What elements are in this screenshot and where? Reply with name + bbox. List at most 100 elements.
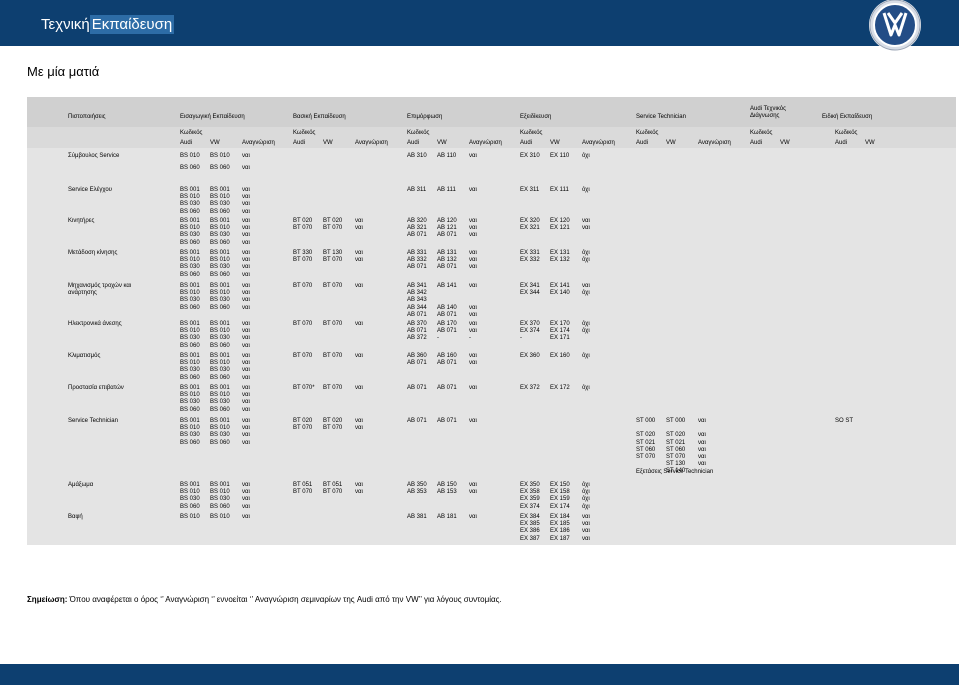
subheader-audi: Audi (835, 140, 848, 146)
subheader-vw: VW (865, 140, 875, 146)
cell-intro-audi: BS 001 BS 010 BS 030 BS 060 (180, 187, 200, 215)
cell-intro-recognition: ναι ναι ναι ναι (242, 283, 250, 311)
cell-intro-recognition: ναι ναι ναι ναι (242, 482, 250, 510)
cell-intro-vw: BS 001 BS 010 BS 030 BS 060 (210, 218, 230, 246)
row-label: Μετάδοση κίνησης (68, 250, 118, 256)
cell-spec-recognition: όχι (582, 153, 590, 159)
col-header-introductory: Εισαγωγική Εκπαίδευση (180, 114, 245, 120)
cell-st-audi: ST 000 ST 020 ST 021 ST 060 ST 070 (636, 418, 656, 461)
cell-intro-vw: BS 060 (210, 165, 230, 171)
cell-intro-recognition: ναι (242, 153, 250, 159)
cell-intro-audi: BS 001 BS 010 BS 030 BS 060 (180, 218, 200, 246)
col-header-further: Επιμόρφωση (407, 114, 443, 120)
footnote-text: Όπου αναφέρεται ο όρος ‘’ Αναγνώριση ‘’ … (67, 595, 502, 604)
cell-further-audi: AB 311 (407, 187, 427, 193)
cell-further-vw: AB 071 (437, 418, 457, 424)
cell-spec-audi: EX 320 EX 321 (520, 218, 540, 232)
cell-further-vw: AB 170 AB 071 - (437, 321, 457, 342)
subheader-code: Κωδικός (293, 130, 316, 136)
row-label: Βαφή (68, 514, 83, 520)
cell-further-recognition: ναι ναι ναι (469, 250, 477, 271)
row-label: Προστασία επιβατών (68, 385, 124, 391)
cell-spec-audi: EX 360 (520, 353, 540, 359)
cell-basic-vw: BT 070 (323, 385, 343, 391)
cell-basic-vw: BT 020 BT 070 (323, 418, 343, 432)
cell-intro-vw: BS 001 BS 010 BS 030 BS 060 (210, 385, 230, 413)
table-subheader-band (27, 127, 956, 148)
subheader-audi: Audi (750, 140, 763, 146)
cell-intro-vw: BS 010 (210, 153, 230, 159)
cell-intro-recognition: ναι ναι ναι ναι (242, 321, 250, 349)
cell-further-recognition: ναι ναι - (469, 321, 477, 342)
cell-intro-vw: BS 010 (210, 514, 230, 520)
subheader-audi: Audi (293, 140, 306, 146)
subheader-vw: VW (323, 140, 333, 146)
cell-basic-recognition: ναι ναι (355, 218, 363, 232)
cell-basic-audi: BT 070 (293, 353, 313, 359)
cell-intro-recognition: ναι ναι ναι ναι (242, 250, 250, 278)
cell-basic-vw: BT 070 (323, 283, 343, 289)
cell-st-note: Εξετάσεις Service Technician (636, 469, 714, 475)
cell-basic-audi: BT 330 BT 070 (293, 250, 313, 264)
cell-further-vw: AB 150 AB 153 (437, 482, 457, 496)
cell-intro-recognition: ναι (242, 165, 250, 171)
cell-spec-audi: EX 331 EX 332 (520, 250, 540, 264)
subheader-audi: Audi (180, 140, 193, 146)
cell-intro-recognition: ναι ναι ναι ναι (242, 418, 250, 446)
cell-intro-vw: BS 001 BS 010 BS 030 BS 060 (210, 250, 230, 278)
cell-further-audi: AB 331 AB 332 AB 071 (407, 250, 427, 271)
cell-intro-vw: BS 001 BS 010 BS 030 BS 060 (210, 187, 230, 215)
cell-basic-audi: BT 070* (293, 385, 315, 391)
page-subtitle: Με μία ματιά (27, 64, 100, 79)
subheader-vw: VW (210, 140, 220, 146)
cell-intro-audi: BS 001 BS 010 BS 030 BS 060 (180, 385, 200, 413)
col-header-service-technician: Service Technician (636, 114, 686, 120)
vw-logo-icon (869, 0, 921, 51)
cell-basic-recognition: ναι (355, 353, 363, 359)
cell-intro-audi: BS 001 BS 010 BS 030 BS 060 (180, 283, 200, 311)
cell-further-audi: AB 360 AB 071 (407, 353, 427, 367)
footnote-label: Σημείωση: (27, 595, 68, 604)
cell-further-recognition: ναι (469, 153, 477, 159)
col-header-specialization: Εξειδίκευση (520, 114, 552, 120)
page-title: Τεχνική Εκπαίδευση (41, 15, 175, 34)
subheader-vw: VW (437, 140, 447, 146)
subheader-code: Κωδικός (835, 130, 858, 136)
cell-further-recognition: ναι ναι (469, 353, 477, 367)
subheader-code: Κωδικός (180, 130, 203, 136)
cell-basic-audi: BT 020 BT 070 (293, 418, 313, 432)
subheader-vw: VW (550, 140, 560, 146)
subheader-code: Κωδικός (636, 130, 659, 136)
cell-spec-audi: EX 310 (520, 153, 540, 159)
cell-intro-audi: BS 010 (180, 514, 200, 520)
cell-basic-recognition: ναι ναι (355, 250, 363, 264)
cell-intro-audi: BS 001 BS 010 BS 030 BS 060 (180, 353, 200, 381)
cell-intro-vw: BS 001 BS 010 BS 030 BS 060 (210, 482, 230, 510)
cell-further-recognition: ναι (469, 418, 477, 424)
cell-spec-recognition: ναι ναι ναι ναι (582, 514, 590, 542)
row-label: Κλιματισμός (68, 353, 101, 359)
footer-bar (0, 664, 959, 685)
cell-spec-recognition: όχι (582, 385, 590, 391)
subheader-recognition: Αναγνώριση (698, 140, 731, 146)
cell-spec-vw: EX 150 EX 158 EX 159 EX 174 (550, 482, 570, 510)
cell-intro-recognition: ναι ναι ναι ναι (242, 385, 250, 413)
cell-spec-vw: EX 170 EX 174 EX 171 (550, 321, 570, 342)
cell-further-vw: AB 120 AB 121 AB 071 (437, 218, 457, 239)
cell-further-audi: AB 370 AB 071 AB 372 (407, 321, 427, 342)
subheader-code: Κωδικός (407, 130, 430, 136)
cell-basic-vw: BT 070 (323, 353, 343, 359)
subheader-recognition: Αναγνώριση (469, 140, 502, 146)
col-header-audi-diagnosis: Audi Τεχνικός Διάγνωσης (750, 106, 786, 120)
cell-intro-recognition: ναι (242, 514, 250, 520)
cell-spec-recognition: ναι όχι (582, 283, 590, 297)
cell-intro-recognition: ναι ναι ναι ναι (242, 353, 250, 381)
cell-spec-vw: EX 141 EX 140 (550, 283, 570, 297)
cell-further-vw: AB 110 (437, 153, 457, 159)
cell-further-vw: AB 111 (437, 187, 456, 193)
cell-basic-recognition: ναι (355, 321, 363, 327)
col-header-basic: Βασική Εκπαίδευση (293, 114, 346, 120)
cell-spec-recognition: όχι όχι (582, 250, 590, 264)
cell-basic-vw: BT 070 (323, 321, 343, 327)
footnote: Σημείωση: Όπου αναφέρεται ο όρος ‘’ Αναγ… (27, 595, 502, 604)
